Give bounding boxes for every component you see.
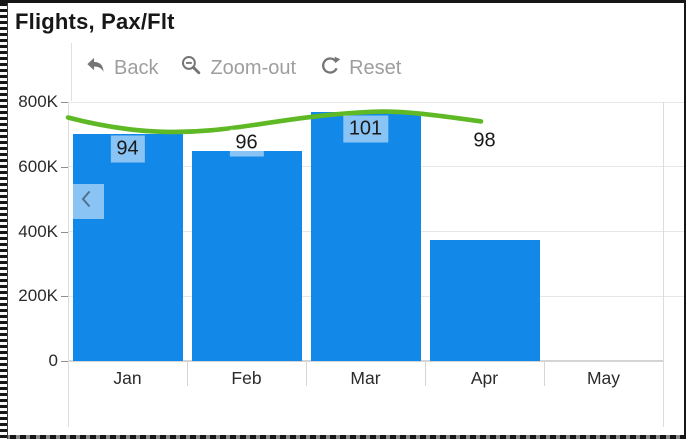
zoom-out-button[interactable]: Zoom-out — [180, 54, 296, 82]
bar-jan[interactable] — [72, 134, 183, 361]
x-axis-label-may: May — [586, 368, 621, 388]
back-button[interactable]: Back — [84, 54, 158, 82]
scroll-left-button[interactable] — [69, 184, 104, 219]
gridline-800K — [68, 101, 684, 103]
x-axis-tick — [187, 361, 188, 386]
reset-button[interactable]: Reset — [318, 54, 401, 83]
chevron-left-icon — [77, 188, 97, 215]
x-axis-tick — [306, 361, 307, 386]
x-axis-label-mar: Mar — [350, 368, 381, 388]
zoom-out-button-label: Zoom-out — [210, 56, 297, 79]
y-axis-tick — [61, 166, 68, 168]
y-axis-tick — [61, 102, 68, 103]
x-axis-label-apr: Apr — [470, 368, 499, 388]
y-axis-label: 0 — [48, 351, 58, 370]
selection-border-bottom — [0, 435, 684, 439]
x-axis-tick — [425, 361, 426, 386]
plot-right-border — [663, 102, 664, 427]
y-axis-label: 800K — [18, 92, 58, 111]
bar-mar[interactable] — [310, 111, 421, 361]
back-button-label: Back — [114, 56, 159, 79]
toolbar-separator — [71, 43, 72, 101]
line-label-mar: 101 — [342, 115, 389, 143]
x-axis-label-feb: Feb — [231, 368, 262, 388]
y-axis-label: 600K — [18, 156, 58, 176]
back-icon — [84, 54, 107, 82]
x-axis-tick — [544, 361, 545, 386]
bar-feb[interactable] — [191, 150, 302, 361]
x-axis-label-jan: Jan — [113, 368, 142, 388]
gridline-0 — [68, 360, 663, 362]
selection-border-left — [0, 3, 8, 439]
chart-toolbar: Back Zoom-out Reset — [84, 53, 401, 83]
line-label-apr: 98 — [467, 127, 502, 155]
line-label-feb: 96 — [229, 129, 264, 157]
y-axis-label: 200K — [18, 286, 58, 306]
line-label-jan: 94 — [110, 135, 145, 163]
zoom-out-icon — [180, 54, 203, 82]
plot-left-border — [68, 102, 69, 427]
y-axis-tick — [61, 361, 68, 362]
y-axis-tick — [61, 231, 68, 233]
page-title: Flights, Pax/Flt — [15, 9, 175, 34]
bar-apr[interactable] — [429, 239, 540, 361]
reset-icon — [318, 54, 342, 83]
reset-button-label: Reset — [349, 56, 402, 79]
y-axis-tick — [61, 296, 68, 298]
y-axis-label: 400K — [18, 221, 58, 241]
